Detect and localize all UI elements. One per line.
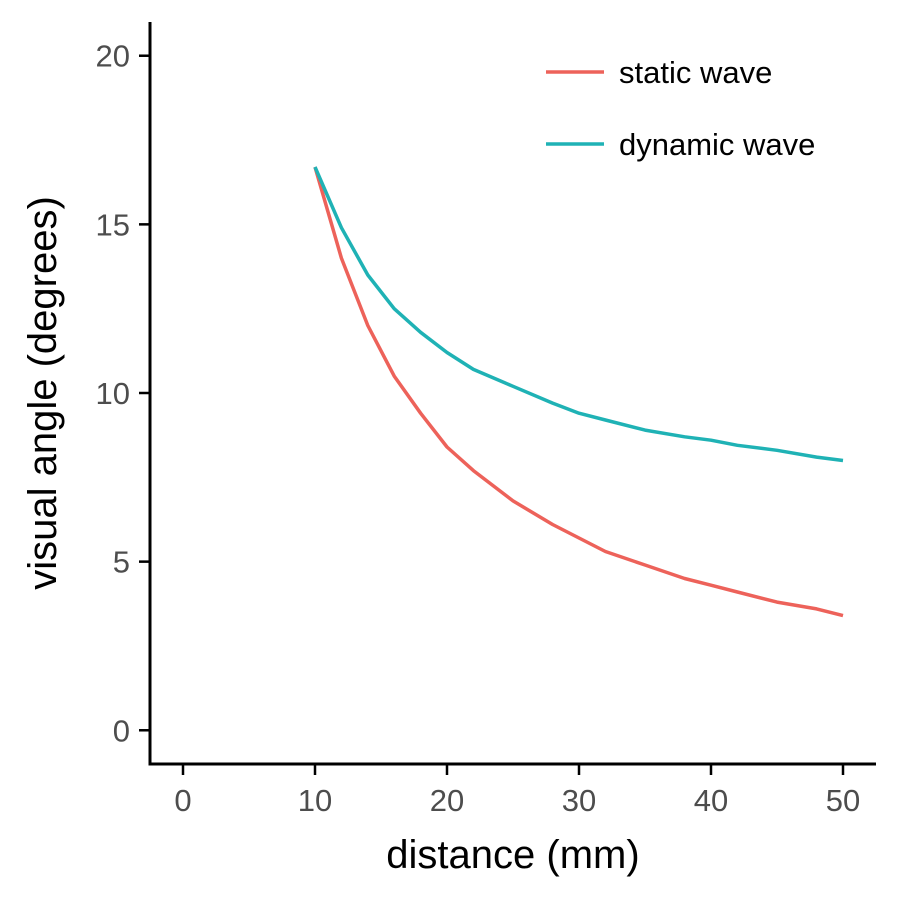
- dynamic-wave-line: [313, 166, 844, 463]
- static-wave-line: [313, 166, 844, 618]
- y-axis-title: visual angle (degrees): [21, 196, 65, 590]
- legend: static wave dynamic wave: [546, 55, 815, 162]
- legend-label-dynamic-wave: dynamic wave: [619, 127, 815, 162]
- y-tick-label: 20: [96, 39, 130, 74]
- plot-area: [313, 166, 844, 618]
- x-tick-label: 10: [298, 783, 332, 818]
- x-tick-label: 20: [430, 783, 464, 818]
- legend-label-static-wave: static wave: [619, 55, 772, 90]
- x-tick-label: 50: [826, 783, 860, 818]
- x-tick-label: 40: [694, 783, 728, 818]
- y-tick-label: 0: [113, 713, 130, 748]
- x-tick-label: 30: [562, 783, 596, 818]
- x-axis-ticks: 0 10 20 30 40 50: [174, 764, 860, 818]
- x-tick-label: 0: [174, 783, 191, 818]
- y-tick-label: 5: [113, 545, 130, 580]
- y-tick-label: 10: [96, 376, 130, 411]
- x-axis-title: distance (mm): [386, 833, 639, 877]
- y-axis-ticks: 0 5 10 15 20: [96, 39, 150, 748]
- y-tick-label: 15: [96, 207, 130, 242]
